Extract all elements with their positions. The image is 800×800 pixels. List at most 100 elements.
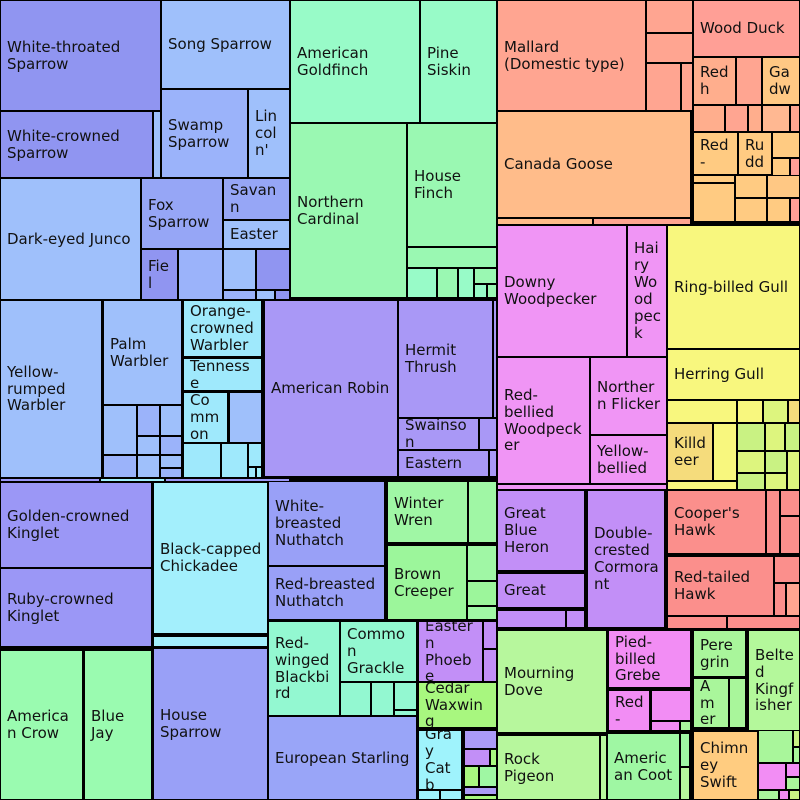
cell-unlabeled[interactable] (667, 481, 737, 490)
cell-unlabeled[interactable] (725, 105, 748, 132)
cell-american-crow[interactable]: American Crow (0, 650, 83, 800)
cell-unlabeled[interactable] (681, 63, 693, 111)
cell-unlabeled[interactable] (489, 450, 497, 477)
cell-american-robin[interactable]: American Robin (264, 300, 398, 477)
cell-chimney-swift[interactable]: Chimney Swift (693, 731, 758, 800)
cell-unlabeled[interactable] (713, 423, 737, 481)
cell-great[interactable]: Great (497, 573, 585, 608)
cell-unlabeled[interactable] (780, 516, 800, 554)
cell-unlabeled[interactable] (464, 795, 497, 800)
cell-unlabeled[interactable] (160, 405, 182, 436)
cell-red-tailed-hawk[interactable]: Red-tailed Hawk (667, 556, 774, 616)
cell-red[interactable]: Red- (608, 690, 650, 731)
cell-unlabeled[interactable] (103, 455, 137, 478)
cell-white-throated-sparrow[interactable]: White-throated Sparrow (0, 0, 161, 111)
cell-red-bellied-woodpecker[interactable]: Red-bellied Woodpecker (497, 357, 590, 484)
cell-unlabeled[interactable] (0, 478, 100, 482)
cell-brown-creeper[interactable]: Brown Creeper (387, 545, 467, 620)
cell-house-finch[interactable]: House Finch (407, 123, 497, 247)
cell-unlabeled[interactable] (737, 451, 765, 473)
cell-unlabeled[interactable] (787, 451, 800, 490)
cell-fiel[interactable]: Fiel (141, 249, 178, 300)
cell-unlabeled[interactable] (464, 749, 490, 766)
cell-yellow-rumped-warbler[interactable]: Yellow-rumped Warbler (0, 300, 102, 478)
cell-unlabeled[interactable] (256, 249, 290, 290)
cell-fox-sparrow[interactable]: Fox Sparrow (141, 178, 223, 249)
cell-ruby-crowned-kinglet[interactable]: Ruby-crowned Kinglet (0, 568, 152, 647)
cell-unlabeled[interactable] (765, 451, 787, 473)
cell-unlabeled[interactable] (467, 581, 497, 606)
cell-swamp-sparrow[interactable]: Swamp Sparrow (161, 89, 248, 178)
cell-unlabeled[interactable] (566, 610, 585, 628)
cell-unlabeled[interactable] (137, 455, 160, 478)
cell-unlabeled[interactable] (735, 198, 767, 222)
cell-double-crested-cormorant[interactable]: Double-crested Cormorant (587, 490, 665, 628)
cell-rock-pigeon[interactable]: Rock Pigeon (497, 735, 600, 800)
cell-unlabeled[interactable] (693, 105, 725, 132)
cell-golden-crowned-kinglet[interactable]: Golden-crowned Kinglet (0, 482, 152, 568)
cell-unlabeled[interactable] (153, 636, 268, 647)
cell-unlabeled[interactable] (600, 735, 607, 800)
cell-unlabeled[interactable] (758, 763, 786, 790)
cell-song-sparrow[interactable]: Song Sparrow (161, 0, 290, 89)
cell-unlabeled[interactable] (762, 105, 790, 132)
cell-unlabeled[interactable] (497, 610, 566, 628)
cell-eastern-phoebe[interactable]: Eastern Phoebe (418, 621, 483, 682)
cell-european-starling[interactable]: European Starling (268, 716, 417, 800)
cell-unlabeled[interactable] (680, 721, 691, 731)
cell-unlabeled[interactable] (394, 682, 417, 710)
cell-unlabeled[interactable] (493, 300, 497, 418)
cell-mourning-dove[interactable]: Mourning Dove (497, 630, 607, 733)
cell-unlabeled[interactable] (763, 400, 788, 423)
cell-savann[interactable]: Savann (223, 178, 290, 220)
cell-unlabeled[interactable] (178, 249, 223, 300)
cell-red-breasted-nuthatch[interactable]: Red-breasted Nuthatch (268, 566, 385, 620)
cell-unlabeled[interactable] (483, 621, 497, 649)
cell-unlabeled[interactable] (183, 443, 221, 478)
cell-unlabeled[interactable] (758, 790, 779, 800)
cell-unlabeled[interactable] (407, 247, 497, 268)
cell-unlabeled[interactable] (785, 423, 800, 451)
cell-unlabeled[interactable] (737, 400, 763, 423)
cell-red[interactable]: Red- (693, 132, 738, 175)
cell-unlabeled[interactable] (256, 467, 262, 478)
cell-unlabeled[interactable] (256, 290, 275, 300)
cell-red-winged-blackbird[interactable]: Red-winged Blackbird (268, 621, 340, 716)
cell-blue-jay[interactable]: Blue Jay (84, 650, 152, 800)
cell-unlabeled[interactable] (490, 749, 497, 766)
cell-unlabeled[interactable] (786, 763, 800, 777)
cell-unlabeled[interactable] (758, 730, 793, 763)
cell-house-sparrow[interactable]: House Sparrow (153, 648, 268, 800)
cell-unlabeled[interactable] (766, 490, 780, 554)
cell-unlabeled[interactable] (394, 710, 417, 716)
cell-northern-cardinal[interactable]: Northern Cardinal (290, 123, 407, 298)
cell-unlabeled[interactable] (371, 682, 394, 716)
cell-unlabeled[interactable] (160, 436, 182, 455)
cell-unlabeled[interactable] (464, 730, 497, 749)
cell-unlabeled[interactable] (693, 183, 735, 222)
cell-unlabeled[interactable] (667, 400, 737, 423)
cell-unlabeled[interactable] (137, 436, 160, 455)
cell-unlabeled[interactable] (467, 545, 497, 581)
cell-yellow-bellied[interactable]: Yellow-bellied (590, 435, 667, 484)
cell-unlabeled[interactable] (786, 583, 800, 616)
cell-unlabeled[interactable] (767, 175, 800, 198)
cell-unlabeled[interactable] (248, 443, 262, 467)
cell-unlabeled[interactable] (483, 649, 497, 682)
cell-gadw[interactable]: Gadw (762, 57, 800, 105)
cell-palm-warbler[interactable]: Palm Warbler (103, 300, 182, 405)
cell-mallard-domestic-type[interactable]: Mallard (Domestic type) (497, 0, 646, 111)
cell-unlabeled[interactable] (248, 467, 256, 478)
cell-unlabeled[interactable] (479, 418, 497, 450)
cell-rudd[interactable]: Rudd (738, 132, 772, 175)
cell-unlabeled[interactable] (790, 198, 800, 222)
cell-unlabeled[interactable] (497, 484, 667, 490)
cell-unlabeled[interactable] (407, 268, 437, 298)
cell-unlabeled[interactable] (786, 777, 800, 790)
cell-canada-goose[interactable]: Canada Goose (497, 111, 691, 218)
cell-herring-gull[interactable]: Herring Gull (667, 349, 800, 400)
cell-unlabeled[interactable] (229, 392, 262, 443)
cell-unlabeled[interactable] (736, 57, 762, 105)
cell-unlabeled[interactable] (153, 111, 161, 178)
cell-unlabeled[interactable] (221, 443, 248, 478)
